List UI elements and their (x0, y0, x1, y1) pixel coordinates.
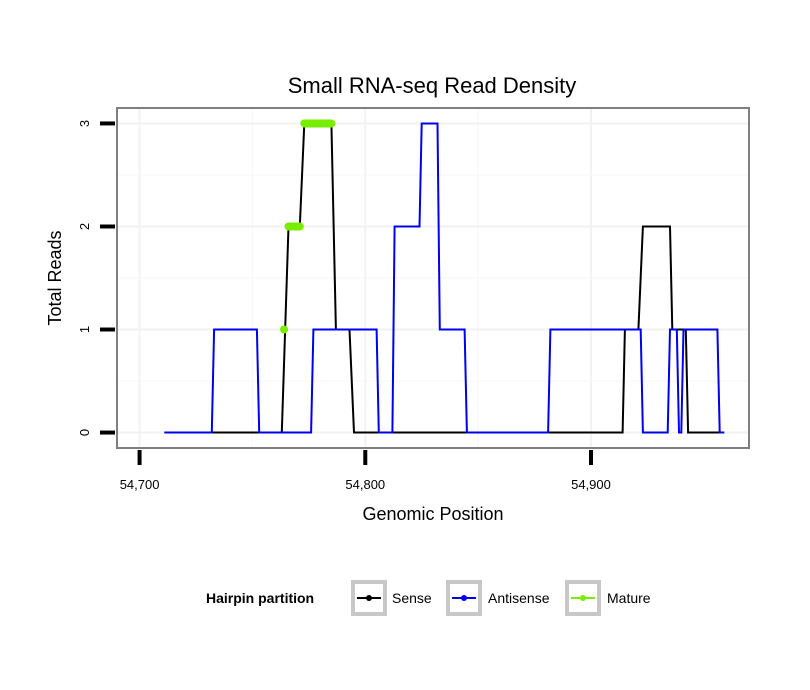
legend-item-antisense: Antisense (446, 580, 550, 616)
legend-label-sense: Sense (392, 590, 432, 606)
x-tick-label-0: 54,700 (120, 477, 160, 492)
legend-item-sense: Sense (351, 580, 432, 616)
plot-panel-border (116, 107, 750, 449)
x-axis-title: Genomic Position (362, 504, 503, 524)
chart-title: Small RNA-seq Read Density (288, 73, 577, 98)
legend-label-antisense: Antisense (488, 590, 550, 606)
y-axis: 0 1 2 3 (77, 120, 115, 436)
legend-title: Hairpin partition (206, 590, 314, 606)
y-tick-label-0: 0 (77, 429, 92, 436)
y-tick-label-1: 1 (77, 326, 92, 333)
y-tick-label-2: 2 (77, 223, 92, 230)
series-line-antisense (164, 122, 725, 434)
legend-swatch-antisense-point (461, 595, 467, 601)
y-tick-label-3: 3 (77, 120, 92, 127)
legend-label-mature: Mature (607, 590, 651, 606)
legend-swatch-mature-point (580, 595, 586, 601)
legend-swatch-sense-point (366, 595, 372, 601)
y-axis-title: Total Reads (45, 230, 65, 325)
series-point-mature-0 (280, 325, 289, 334)
x-tick-label-1: 54,800 (345, 477, 385, 492)
series-layer (164, 119, 725, 434)
legend-item-mature: Mature (565, 580, 651, 616)
legend: Hairpin partition Sense Antisense Mature (206, 580, 651, 616)
x-axis: 54,700 54,800 54,900 (120, 450, 611, 492)
x-tick-label-2: 54,900 (571, 477, 611, 492)
